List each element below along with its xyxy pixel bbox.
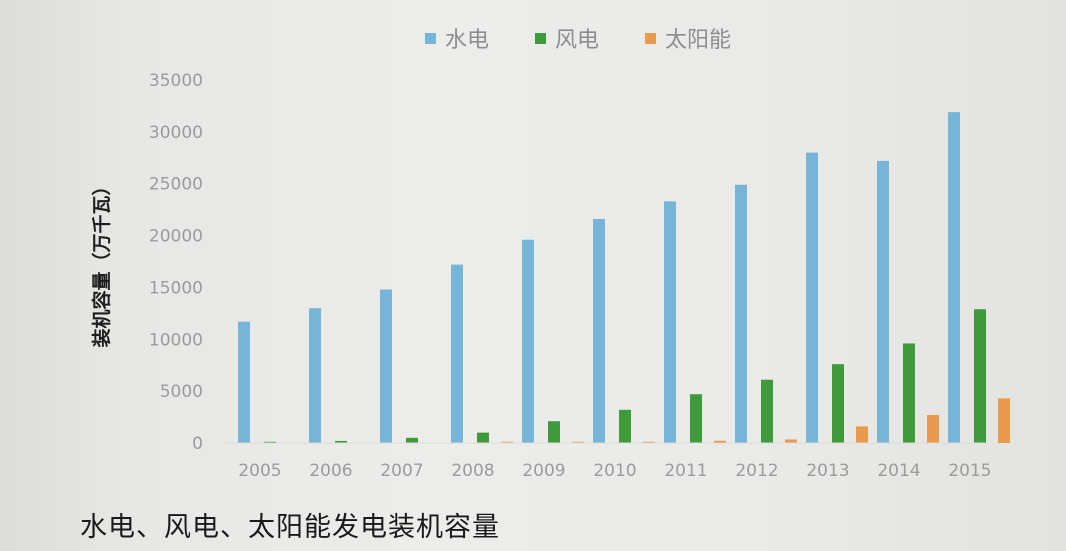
- x-tick-label: 2005: [238, 461, 281, 481]
- bar-solar-2012: [785, 439, 797, 443]
- y-tick-label: 25000: [149, 175, 203, 195]
- y-tick-label: 35000: [149, 71, 203, 91]
- y-axis-title: 装机容量（万千瓦）: [90, 176, 113, 348]
- bar-hydro-2015: [948, 112, 960, 443]
- bar-hydro-2011: [664, 201, 676, 443]
- bar-hydro-2008: [451, 264, 463, 443]
- bar-chart: 水电 风电 太阳能 0 5000 10000 15000 20000 25000 30000 35…: [90, 28, 1010, 481]
- legend-swatch: [425, 33, 436, 44]
- bar-wind-2011: [690, 394, 702, 443]
- bar-solar-2008: [501, 441, 513, 443]
- bar-solar-2011: [714, 440, 726, 443]
- y-axis: 0 5000 10000 15000 20000 25000 30000 35000: [149, 71, 203, 454]
- bar-wind-2007: [406, 437, 418, 443]
- bar-solar-2014: [927, 414, 939, 443]
- bars: [238, 112, 1010, 443]
- x-tick-label: 2011: [664, 461, 707, 481]
- bar-hydro-2010: [593, 218, 605, 443]
- bar-hydro-2013: [806, 152, 818, 443]
- y-tick-label: 30000: [149, 123, 203, 143]
- y-tick-label: 20000: [149, 227, 203, 247]
- bar-wind-2012: [761, 379, 773, 443]
- x-tick-label: 2009: [522, 461, 565, 481]
- bar-solar-2009: [572, 441, 584, 443]
- bar-solar-2010: [643, 441, 655, 443]
- bar-hydro-2014: [877, 160, 889, 443]
- legend-label: 水电: [445, 28, 489, 53]
- legend: 水电 风电 太阳能: [425, 28, 731, 53]
- bar-wind-2008: [477, 432, 489, 443]
- x-tick-label: 2007: [380, 461, 423, 481]
- x-tick-label: 2006: [309, 461, 352, 481]
- bar-hydro-2012: [735, 184, 747, 443]
- x-tick-label: 2013: [806, 461, 849, 481]
- y-tick-label: 0: [192, 434, 203, 454]
- legend-label: 太阳能: [665, 28, 731, 53]
- bar-wind-2015: [974, 309, 986, 443]
- bar-wind-2005: [264, 441, 276, 443]
- bar-hydro-2006: [309, 308, 321, 443]
- x-axis: 2005 2006 2007 2008 2009 2010 2011 2012 2013 2014…: [225, 442, 992, 481]
- bar-wind-2006: [335, 440, 347, 443]
- y-tick-label: 15000: [149, 278, 203, 298]
- bar-hydro-2007: [380, 289, 392, 443]
- bar-wind-2013: [832, 364, 844, 443]
- legend-swatch: [535, 33, 546, 44]
- x-tick-label: 2008: [451, 461, 494, 481]
- legend-swatch: [645, 33, 656, 44]
- x-tick-label: 2012: [735, 461, 778, 481]
- x-tick-label: 2015: [948, 461, 991, 481]
- x-tick-label: 2010: [593, 461, 636, 481]
- legend-label: 风电: [555, 28, 599, 53]
- bar-solar-2013: [856, 426, 868, 443]
- bar-hydro-2005: [238, 321, 250, 443]
- bar-solar-2015: [998, 398, 1010, 443]
- bar-hydro-2009: [522, 239, 534, 443]
- y-tick-label: 10000: [149, 330, 203, 350]
- figure-caption: 水电、风电、太阳能发电装机容量: [80, 512, 500, 543]
- bar-wind-2010: [619, 409, 631, 443]
- y-tick-label: 5000: [160, 382, 203, 402]
- bar-wind-2014: [903, 343, 915, 443]
- bar-wind-2009: [548, 421, 560, 443]
- x-tick-label: 2014: [877, 461, 920, 481]
